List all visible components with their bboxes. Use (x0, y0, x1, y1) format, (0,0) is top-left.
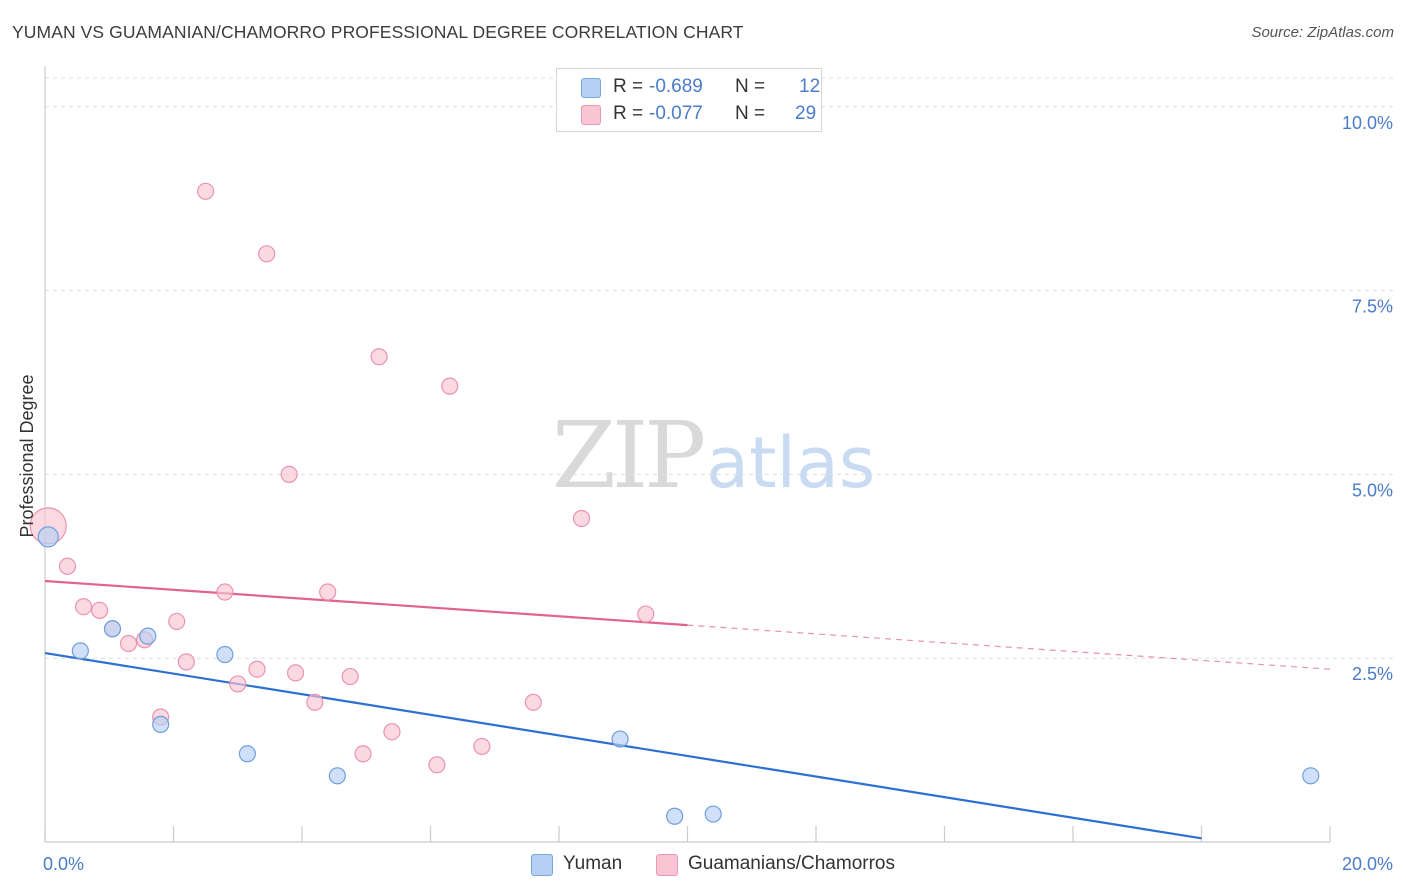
guam-point (638, 606, 654, 622)
x-tick-label-max: 20.0% (1342, 854, 1393, 874)
yuman-point (1303, 768, 1319, 784)
guam-point (429, 757, 445, 773)
y-tick-label: 2.5% (1352, 664, 1393, 684)
guam-legend-label: Guamanians/Chamorros (688, 853, 895, 875)
scatter-plot: Professional Degree 2.5% 5.0% 7.5% 10.0% 0.0… (0, 0, 1406, 892)
point-layer (30, 183, 1319, 824)
guam-point (342, 669, 358, 685)
yuman-legend-label: Yuman (563, 853, 622, 875)
axis-layer (45, 66, 1330, 842)
guam-point (76, 599, 92, 615)
yuman-point (612, 731, 628, 747)
guam-point (230, 676, 246, 692)
yuman-point (104, 621, 120, 637)
guam-point (288, 665, 304, 681)
r-label: R = (613, 76, 643, 98)
guam-point (92, 602, 108, 618)
x-tick-label-min: 0.0% (43, 854, 84, 874)
yuman-point (239, 746, 255, 762)
guam-point (307, 694, 323, 710)
guam-trend-extension (688, 625, 1331, 669)
yuman-point (705, 806, 721, 822)
y-tick-label: 5.0% (1352, 480, 1393, 500)
guam-point (371, 349, 387, 365)
guam-point (121, 635, 137, 651)
guam-trend-line (45, 581, 688, 625)
n-label: N = (735, 76, 765, 98)
guam-point (281, 466, 297, 482)
guam-point (525, 694, 541, 710)
y-tick-label: 7.5% (1352, 297, 1393, 317)
yuman-point (140, 628, 156, 644)
yuman-point (72, 643, 88, 659)
guam-legend-swatch (656, 854, 678, 876)
guam-point (59, 558, 75, 574)
guam-point (169, 613, 185, 629)
guam-point (198, 183, 214, 199)
guam-point (217, 584, 233, 600)
n-label: N = (735, 103, 765, 125)
correlation-legend: R = -0.689 N = 12 R = -0.077 N = 29 (556, 68, 822, 132)
guam-swatch (581, 105, 601, 125)
y-axis-title: Professional Degree (17, 374, 37, 537)
guam-point (259, 246, 275, 262)
yuman-point (329, 768, 345, 784)
trend-layer (45, 581, 1330, 838)
yuman-point (38, 527, 58, 547)
guam-point (384, 724, 400, 740)
guam-point (355, 746, 371, 762)
yuman-r-value: -0.689 (649, 76, 703, 98)
guam-r-value: -0.077 (649, 103, 703, 125)
y-tick-label: 10.0% (1342, 113, 1393, 133)
yuman-point (153, 716, 169, 732)
yuman-n-value: 12 (799, 76, 820, 98)
guam-point (442, 378, 458, 394)
yuman-point (667, 808, 683, 824)
guam-point (573, 510, 589, 526)
yuman-legend-swatch (531, 854, 553, 876)
yuman-point (217, 647, 233, 663)
guam-n-value: 29 (795, 103, 816, 125)
guam-point (178, 654, 194, 670)
r-label: R = (613, 103, 643, 125)
guam-point (249, 661, 265, 677)
grid-layer (45, 78, 1395, 658)
guam-point (320, 584, 336, 600)
yuman-swatch (581, 78, 601, 98)
guam-point (474, 738, 490, 754)
